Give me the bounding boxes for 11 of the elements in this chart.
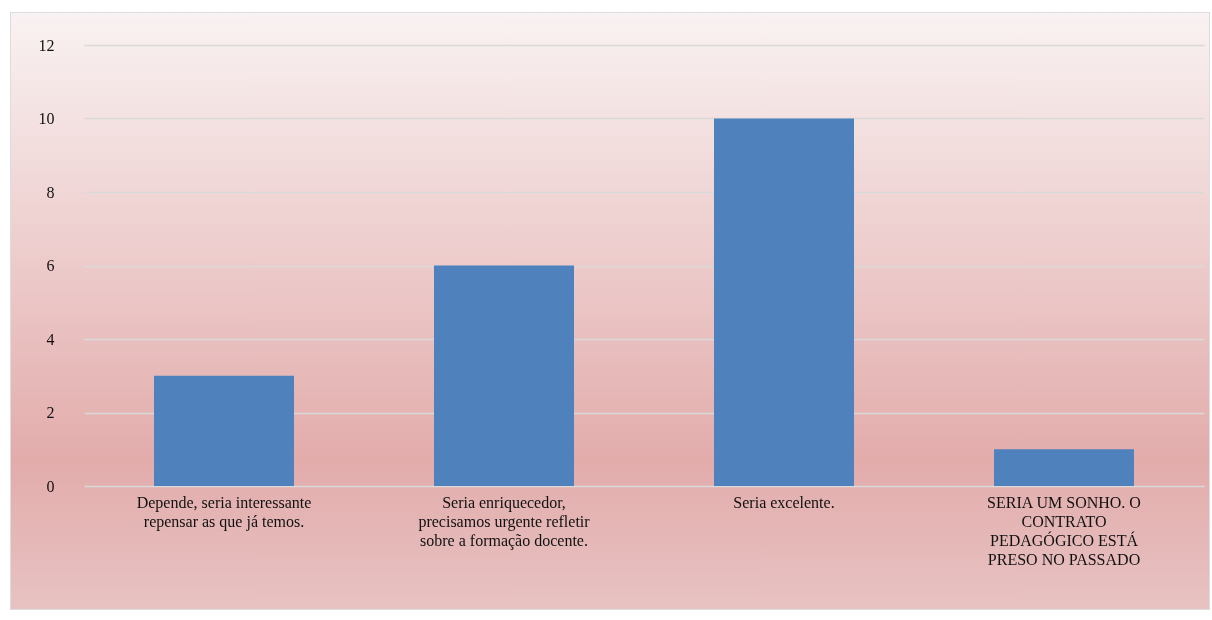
x-tick-label: Seria enriquecedor, precisamos urgente refletir sobre a formação docente. [418,493,591,550]
y-tick-label: 4 [46,330,55,348]
x-tick-label: SERIA UM SONHO. O CONTRATO PEDAGÓGICO ESTÁ PRESO NO PASSADO [987,493,1141,568]
y-tick-label: 12 [38,36,55,54]
x-tick-label: Seria excelente. [733,493,835,511]
y-tick-label: 8 [46,183,55,201]
y-tick-label: 10 [38,110,55,127]
y-tick-label: 2 [46,404,55,421]
y-tick-label: 6 [46,257,55,274]
x-tick-label: Depende, seria interessante repensar as que já temos. [136,493,312,531]
y-tick-label: 0 [46,477,55,495]
